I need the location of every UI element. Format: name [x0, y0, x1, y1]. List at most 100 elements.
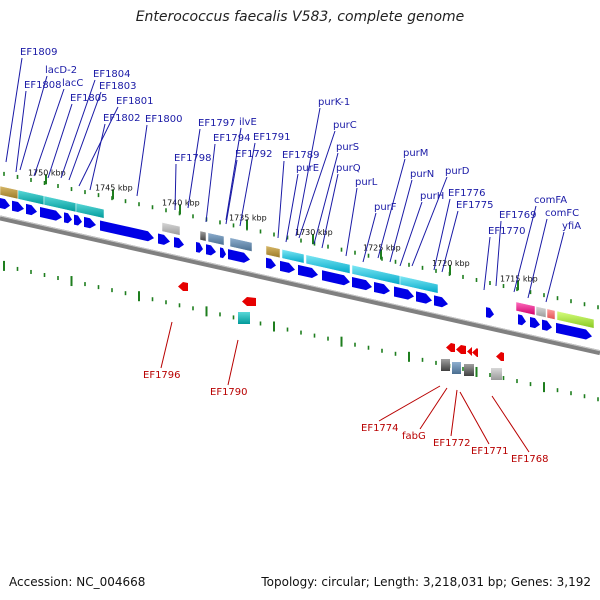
gene-leader-line: [378, 385, 441, 422]
gene-label-top: lacD-2: [45, 65, 77, 76]
genome-backbone: [0, 215, 600, 356]
gene-leader-line: [483, 236, 491, 291]
gene-label-top: lacC: [62, 78, 83, 89]
gene-leader-line: [441, 210, 459, 273]
forward-gene: [434, 295, 448, 308]
gene-leader-line: [411, 176, 448, 267]
forward-gene: [174, 237, 184, 249]
reverse-gene: [467, 347, 472, 356]
gene-label-bottom: EF1790: [210, 387, 248, 398]
forward-gene: [40, 206, 62, 221]
gene-label-top: purH: [420, 191, 444, 202]
gene-leader-line: [239, 142, 256, 227]
gene-leader-line: [19, 75, 48, 171]
gene-leader-line: [298, 130, 336, 239]
gene-label-top: EF1769: [499, 210, 537, 221]
gene-leader-line: [377, 158, 406, 259]
forward-gene: [416, 291, 432, 304]
forward-gene: [196, 242, 203, 253]
gene-label-bottom: fabG: [402, 431, 426, 442]
gene-category-bar: [17, 189, 45, 206]
forward-gene: [518, 314, 526, 326]
genome-stats: Topology: circular; Length: 3,218,031 bp…: [261, 575, 591, 589]
gene-leader-line: [174, 163, 177, 211]
gene-leader-line: [450, 389, 458, 437]
gene-category-box: [441, 359, 450, 371]
gene-label-top: purM: [403, 148, 428, 159]
gene-category-box: [238, 312, 250, 324]
gene-category-bar: [515, 301, 536, 316]
gene-leader-line: [227, 339, 239, 386]
gene-category-bar: [229, 237, 253, 252]
gene-category-box: [464, 364, 474, 376]
gene-label-top: EF1803: [99, 81, 137, 92]
forward-gene: [220, 247, 226, 259]
gene-leader-line: [527, 218, 548, 299]
gene-leader-line: [47, 103, 73, 179]
gene-leader-line: [33, 88, 65, 177]
gene-leader-line: [136, 124, 148, 197]
forward-gene: [12, 200, 24, 213]
gene-leader-line: [495, 220, 502, 287]
scale-label: 1735 kbp: [229, 213, 267, 222]
reverse-gene: [472, 348, 478, 357]
scale-label: 1750 kbp: [28, 168, 66, 177]
gene-label-top: yfiA: [562, 221, 581, 232]
gene-leader-line: [345, 187, 358, 257]
gene-label-bottom: EF1768: [511, 454, 549, 465]
genome-backbone-highlight: [0, 215, 600, 352]
forward-gene: [84, 216, 96, 229]
forward-gene: [352, 277, 372, 291]
forward-gene: [556, 322, 592, 340]
gene-label-top: EF1805: [70, 93, 108, 104]
scale-label: 1740 kbp: [162, 198, 200, 207]
genome-title: Enterococcus faecalis V583, complete gen…: [135, 9, 465, 25]
gene-leader-line: [321, 173, 339, 249]
gene-leader-line: [285, 173, 299, 243]
forward-gene: [298, 264, 318, 279]
scale-label: 1730 kbp: [295, 228, 333, 237]
gene-label-top: EF1798: [174, 153, 212, 164]
gene-label-top: purE: [296, 163, 319, 174]
gene-label-top: purN: [410, 169, 434, 180]
gene-category-bar: [281, 248, 305, 264]
forward-gene: [228, 249, 250, 263]
accession-label: Accession: NC_004668: [9, 575, 146, 589]
forward-gene: [394, 286, 414, 300]
gene-leader-line: [419, 387, 448, 430]
gene-leader-line: [5, 57, 23, 163]
gene-label-top: EF1789: [282, 150, 320, 161]
gene-category-bar: [265, 245, 281, 259]
gene-label-top: EF1797: [198, 118, 236, 129]
forward-gene: [26, 203, 37, 216]
gene-label-bottom: EF1772: [433, 438, 471, 449]
forward-gene: [374, 281, 390, 295]
gene-leader-line: [513, 205, 537, 293]
gene-label-top: comFA: [534, 195, 567, 206]
gene-leader-line: [362, 212, 377, 263]
gene-label-top: EF1802: [103, 113, 141, 124]
gene-leader-line: [89, 123, 106, 191]
gene-label-top: EF1792: [235, 149, 273, 160]
gene-leader-line: [160, 321, 173, 369]
gene-category-bar: [199, 230, 207, 242]
gene-label-top: EF1791: [253, 132, 291, 143]
gene-label-top: EF1809: [20, 47, 58, 58]
gene-label-top: purS: [336, 142, 359, 153]
gene-category-bar: [0, 185, 19, 200]
reverse-gene: [242, 297, 256, 306]
gene-label-bottom: EF1796: [143, 370, 181, 381]
gene-leader-line: [60, 79, 96, 179]
gene-label-bottom: EF1774: [361, 423, 399, 434]
gene-leader-line: [399, 201, 423, 267]
gene-label-top: purD: [445, 166, 470, 177]
scale-label: 1725 kbp: [363, 243, 401, 252]
reverse-gene: [446, 343, 455, 352]
gene-category-bar: [161, 222, 181, 236]
gene-leader-line: [15, 90, 27, 173]
reverse-gene: [456, 345, 466, 354]
gene-label-top: purC: [333, 120, 357, 131]
gene-label-top: EF1801: [116, 96, 154, 107]
forward-gene: [0, 198, 10, 210]
